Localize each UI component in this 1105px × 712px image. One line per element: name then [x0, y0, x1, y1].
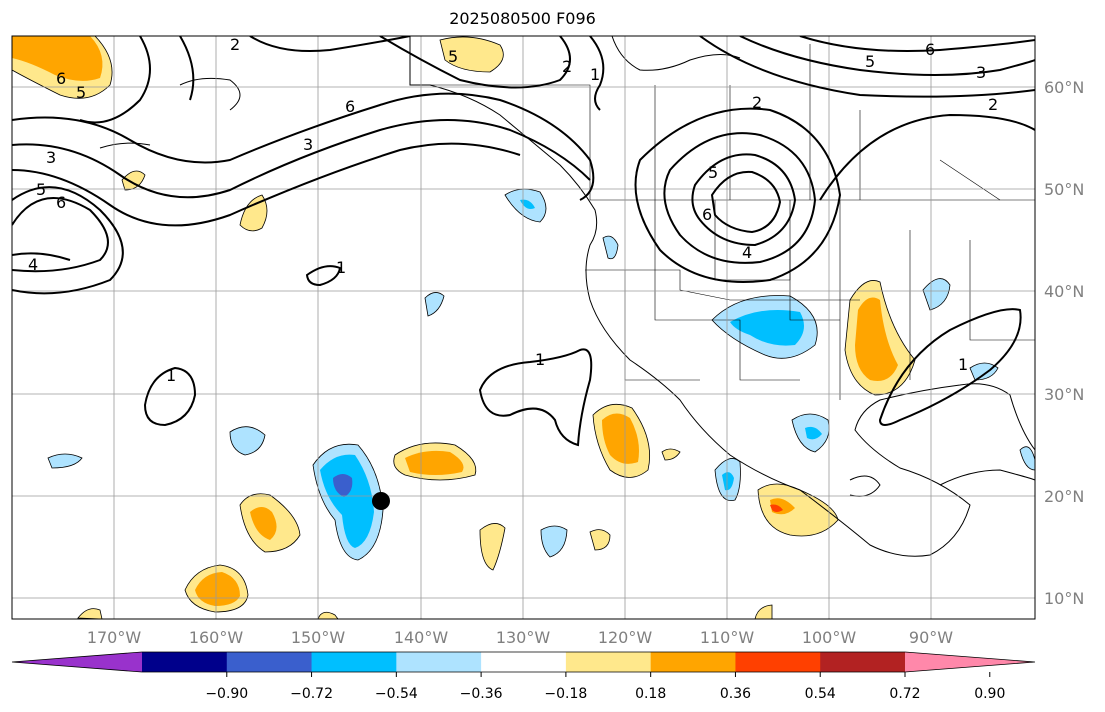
graticule	[12, 36, 1035, 619]
coastline-layer	[99, 36, 1035, 557]
plot-frame	[11, 35, 1036, 620]
colorbar-segment	[820, 652, 906, 672]
contour-label: 1	[535, 350, 545, 369]
colorbar-segment	[142, 652, 228, 672]
contour-label: 5	[708, 163, 718, 182]
lon-label: 120°W	[598, 628, 653, 647]
contour-label: 5	[76, 83, 86, 102]
latitude-axis: 60°N 50°N 40°N 30°N 20°N 10°N	[1044, 78, 1084, 608]
contour-label: 5	[448, 47, 458, 66]
colorbar-tick-label: 0.54	[805, 686, 836, 702]
political-borders	[410, 44, 1035, 400]
lon-label: 130°W	[496, 628, 551, 647]
contour-label: 1	[958, 355, 968, 374]
colorbar-extend-max	[905, 652, 1035, 672]
colorbar-segment	[735, 652, 821, 672]
contour-label: 2	[752, 93, 762, 112]
lat-label: 40°N	[1044, 282, 1084, 301]
contour-label: 2	[988, 95, 998, 114]
lat-label: 60°N	[1044, 78, 1084, 97]
storm-position-marker	[372, 492, 390, 510]
lon-label: 160°W	[189, 628, 244, 647]
anomaly-fill-layer	[12, 36, 1035, 619]
contour-label-layer: 2 5 6 5 3 6 3 5 6 4 1 1 1 2 1 5 6 4 2 6 …	[28, 35, 998, 385]
contour-label: 6	[56, 193, 66, 212]
lon-label: 110°W	[700, 628, 755, 647]
lat-label: 20°N	[1044, 487, 1084, 506]
lon-label: 150°W	[291, 628, 346, 647]
colorbar-segment	[650, 652, 736, 672]
colorbar-segment	[396, 652, 482, 672]
colorbar-tick-label: −0.36	[460, 686, 503, 702]
contour-label: 3	[303, 135, 313, 154]
contour-label: 1	[590, 65, 600, 84]
lat-label: 50°N	[1044, 180, 1084, 199]
colorbar-extend-min	[12, 652, 142, 672]
contour-label: 6	[345, 97, 355, 116]
colorbar-segment	[311, 652, 397, 672]
contour-label: 4	[742, 243, 752, 262]
contour-label: 2	[230, 35, 240, 54]
longitude-axis: 170°W 160°W 150°W 140°W 130°W 120°W 110°…	[87, 628, 953, 647]
contour-label: 5	[36, 180, 46, 199]
contour-label: 1	[166, 366, 176, 385]
lon-label: 170°W	[87, 628, 142, 647]
colorbar-segment	[481, 652, 567, 672]
colorbar-segment	[565, 652, 652, 672]
colorbar-segment	[226, 652, 313, 672]
contour-label: 2	[562, 57, 572, 76]
lon-label: 140°W	[394, 628, 449, 647]
colorbar-outline	[11, 651, 1036, 673]
contour-label: 4	[28, 255, 38, 274]
colorbar-tick-label: −0.18	[544, 686, 587, 702]
lon-label: 100°W	[802, 628, 857, 647]
contour-label: 1	[336, 258, 346, 277]
colorbar-tick-label: 0.36	[720, 686, 751, 702]
colorbar-tick-label: 0.72	[889, 686, 920, 702]
contour-label: 3	[46, 148, 56, 167]
colorbar-tick-label: −0.90	[205, 686, 248, 702]
contour-label: 6	[925, 40, 935, 59]
map-title: 2025080500 F096	[449, 9, 596, 28]
lon-label: 90°W	[909, 628, 953, 647]
colorbar-tick-label: −0.72	[290, 686, 333, 702]
lat-label: 30°N	[1044, 385, 1084, 404]
contour-lines	[12, 36, 1035, 447]
map-plot-area: 2 5 6 5 3 6 3 5 6 4 1 1 1 2 1 5 6 4 2 6 …	[12, 35, 1035, 619]
colorbar-tick-label: −0.54	[375, 686, 418, 702]
contour-label: 6	[702, 205, 712, 224]
contour-label: 5	[865, 52, 875, 71]
colorbar-tick-label: 0.18	[635, 686, 666, 702]
contour-label: 3	[976, 63, 986, 82]
colorbar: −0.90 −0.72 −0.54 −0.36 −0.18 0.18 0.36 0.54 0.7…	[11, 651, 1036, 702]
lat-label: 10°N	[1044, 589, 1084, 608]
contour-label: 6	[56, 69, 66, 88]
colorbar-tick-label: 0.90	[974, 686, 1005, 702]
